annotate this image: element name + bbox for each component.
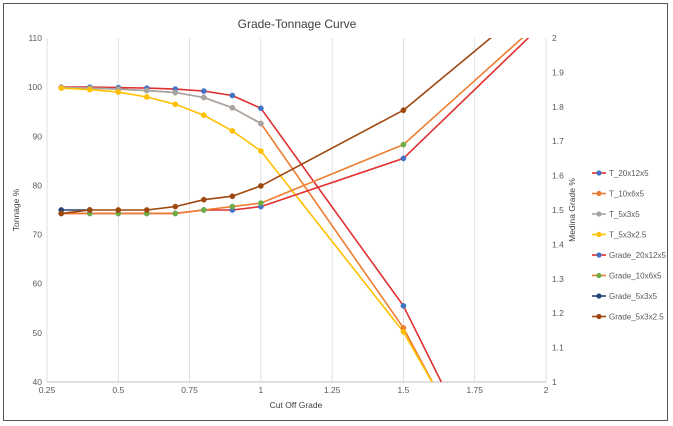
- x-tick-label: 1.25: [324, 385, 341, 395]
- legend-entry-label: T_5x3x2.5: [609, 231, 647, 240]
- y-tick-label: 100: [28, 82, 42, 92]
- series-point-3: [258, 148, 264, 154]
- series-line-0: [61, 86, 443, 382]
- series-point-5: [400, 141, 407, 148]
- series-point-3: [86, 86, 93, 93]
- x-tick-label: 0.5: [112, 385, 124, 395]
- series-point-7: [58, 210, 65, 217]
- y-tick-label: 70: [33, 230, 43, 240]
- series-point-0: [200, 88, 207, 94]
- series-point-7: [86, 207, 93, 213]
- legend-swatch-marker: [596, 211, 602, 217]
- series-point-5: [200, 207, 207, 213]
- series-markers: [58, 84, 407, 335]
- series-point-3: [400, 329, 407, 335]
- y2-tick-label: 1.7: [552, 136, 564, 146]
- series-point-2: [200, 94, 207, 101]
- series-point-7: [115, 207, 122, 213]
- series-line-7: [61, 38, 492, 215]
- series-point-2: [229, 104, 236, 111]
- series-point-3: [172, 101, 179, 108]
- tick-labels: 0.25 0.5 0.75 1 1.25 1.5 1.75 2 40 50 60 70 80 90 100 1…: [28, 33, 564, 395]
- series-point-5: [229, 203, 236, 210]
- legend-entry-label: T_10x6x5: [609, 190, 645, 199]
- chart-title: Grade-Tonnage Curve: [238, 17, 357, 31]
- series-point-4: [400, 155, 407, 162]
- y2-tick-label: 1.8: [552, 102, 564, 112]
- y2-tick-label: 1.4: [552, 239, 564, 249]
- y-tick-label: 40: [33, 377, 43, 387]
- legend-entry-label: T_20x12x5: [609, 169, 649, 178]
- legend-entry-label: Grade_20x12x5: [609, 251, 666, 260]
- x-tick-label: 0.75: [181, 385, 198, 395]
- x-tick-label: 2: [544, 385, 549, 395]
- series-point-7: [200, 196, 207, 203]
- x-tick-label: 1: [258, 385, 263, 395]
- series-line-3: [61, 87, 433, 382]
- y2-tick-label: 1: [552, 377, 557, 387]
- series-point-0: [400, 302, 407, 309]
- series-point-3: [200, 112, 207, 119]
- plot-area: [61, 38, 530, 382]
- y2-axis-title: Medina Grade %: [567, 178, 577, 242]
- y-tick-label: 50: [33, 328, 43, 338]
- series-point-2: [172, 89, 179, 96]
- grid-lines: [46, 38, 547, 382]
- series-point-0: [258, 105, 264, 112]
- legend-swatch-marker: [596, 170, 602, 176]
- series-point-7: [258, 183, 264, 189]
- legend-swatch-marker: [596, 190, 602, 197]
- legend-entry-label: Grade_10x6x5: [609, 272, 662, 281]
- legend-entry-label: T_5x3x5: [609, 210, 640, 219]
- series-point-2: [143, 87, 150, 94]
- series-line-1: [61, 86, 434, 382]
- y2-tick-label: 1.2: [552, 308, 564, 318]
- y-tick-label: 110: [28, 33, 42, 43]
- series-point-0: [229, 92, 236, 99]
- x-tick-label: 1.5: [398, 385, 410, 395]
- series-point-3: [143, 94, 150, 100]
- series-point-5: [172, 210, 179, 217]
- y2-tick-label: 1.6: [552, 171, 564, 181]
- x-tick-label: 1.75: [466, 385, 483, 395]
- series-point-2: [258, 120, 264, 127]
- y2-tick-label: 1.9: [552, 67, 564, 77]
- y-tick-label: 90: [33, 131, 43, 141]
- legend-swatch-marker: [596, 231, 602, 238]
- y-axis-title: Tonnage %: [11, 188, 21, 231]
- y-tick-label: 80: [33, 180, 43, 190]
- series-point-3: [115, 89, 122, 95]
- x-axis-title: Cut Off Grade: [270, 400, 323, 410]
- legend-swatch-marker: [596, 252, 602, 258]
- series-point-5: [258, 200, 264, 206]
- y2-tick-label: 1.3: [552, 274, 564, 284]
- series-point-7: [400, 107, 407, 114]
- series-point-7: [143, 207, 150, 213]
- series-point-7: [229, 193, 236, 200]
- legend: T_20x12x5 T_10x6x5 T_5x3x5 T_5x3x2.5 Grade_2…: [592, 169, 666, 322]
- series-point-7: [172, 203, 179, 210]
- legend-entry-label: Grade_5x3x5: [609, 292, 658, 301]
- y-tick-label: 60: [33, 279, 43, 289]
- legend-swatch-marker: [596, 313, 602, 320]
- legend-swatch-marker: [596, 293, 602, 299]
- series-point-3: [229, 128, 236, 134]
- x-tick-label: 0.25: [39, 385, 56, 395]
- y2-tick-label: 2: [552, 33, 557, 43]
- y2-tick-label: 1.1: [552, 343, 564, 353]
- series-point-3: [58, 85, 65, 91]
- y2-tick-label: 1.5: [552, 205, 564, 215]
- legend-entry-label: Grade_5x3x2.5: [609, 313, 664, 322]
- series-line-2: [61, 86, 262, 125]
- legend-swatch-marker: [596, 272, 602, 279]
- series-line-5: [61, 38, 524, 215]
